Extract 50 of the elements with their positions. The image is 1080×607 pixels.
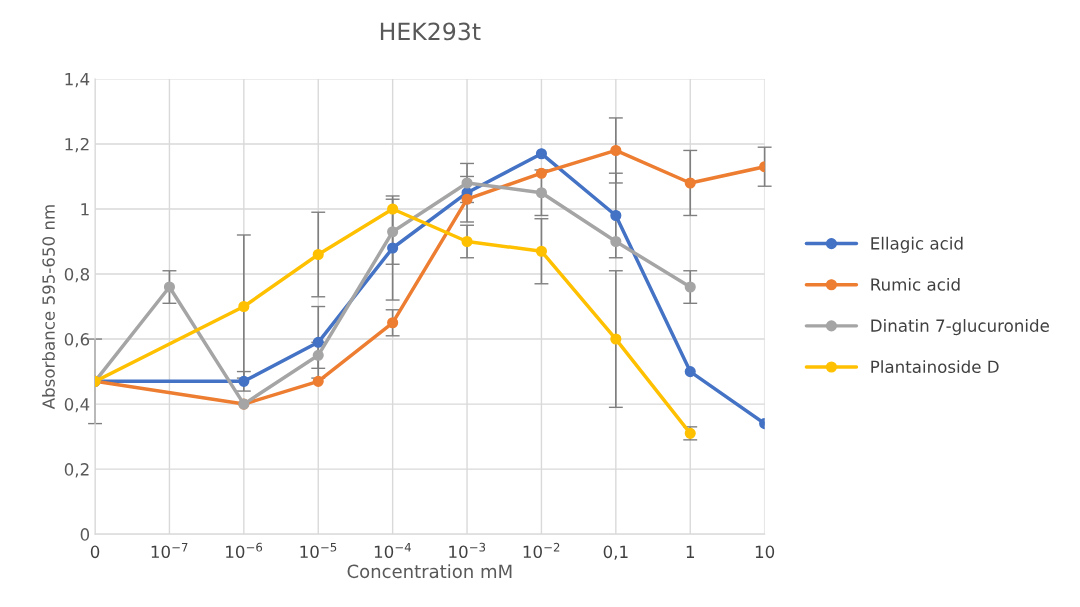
y-tick-label: 0,4: [64, 398, 90, 413]
x-tick-label: 10$^{−2}$: [523, 542, 560, 559]
point: [461, 177, 473, 189]
y-tick-label: 1: [81, 203, 89, 216]
point: [387, 203, 399, 215]
y-tick-label: 1,4: [65, 73, 90, 88]
y-tick-label: 0: [80, 528, 90, 541]
legend-label: Rumic acid: [871, 277, 960, 291]
legend-label: Ellagic acid: [871, 236, 963, 253]
point: [535, 167, 547, 179]
point: [535, 245, 547, 257]
point: [461, 193, 473, 205]
x-tick-label: 0: [90, 545, 100, 559]
y-tick-label: 0,6: [64, 333, 90, 348]
point: [312, 375, 324, 387]
x-tick-label: 1: [686, 545, 694, 558]
point: [535, 148, 547, 160]
point: [238, 300, 250, 313]
point: [684, 281, 696, 293]
legend-label: Dinatin 7-glucuronide: [871, 319, 1049, 336]
x-tick-label: 10$^{−5}$: [300, 542, 337, 559]
y-tick-label: 0,2: [64, 463, 89, 478]
point: [610, 144, 622, 157]
point: [312, 336, 324, 348]
point: [312, 248, 324, 261]
x-tick-label: 10$^{−3}$: [449, 542, 486, 559]
chart-title: HEK293t: [380, 22, 481, 41]
legend-label: Plantainoside D: [871, 360, 999, 374]
x-tick-label: 10$^{−4}$: [374, 542, 411, 559]
point: [684, 366, 696, 378]
point: [610, 333, 622, 345]
x-axis-title: Concentration mM: [347, 564, 512, 579]
y-tick-label: 1,2: [65, 137, 89, 153]
y-axis-title: Absorbance 595-650 nm: [41, 205, 55, 410]
point: [684, 177, 696, 189]
x-tick-label: 10$^{−7}$: [151, 542, 188, 559]
point: [387, 242, 399, 254]
point: [535, 187, 547, 199]
y-tick-label: 0,8: [64, 267, 90, 283]
x-tick-label: 10$^{−6}$: [226, 542, 263, 559]
point: [238, 375, 250, 387]
point: [610, 209, 622, 222]
x-tick-label: 10: [755, 545, 775, 559]
point: [387, 317, 399, 329]
point: [461, 235, 473, 248]
point: [312, 349, 324, 361]
point: [610, 235, 622, 248]
point: [163, 281, 175, 293]
x-tick-label: 0,1: [603, 545, 628, 560]
point: [387, 226, 399, 238]
